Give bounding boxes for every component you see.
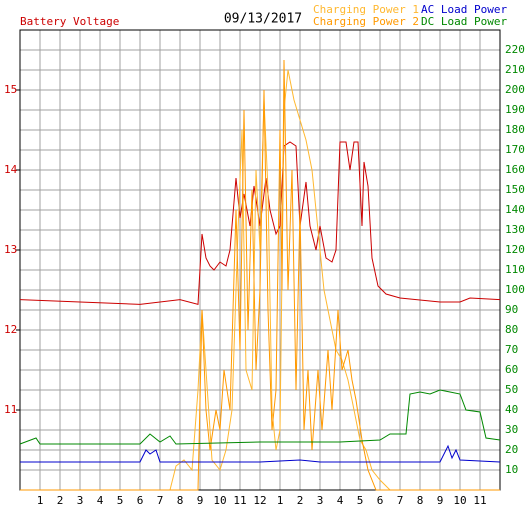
- series-line: [20, 69, 500, 491]
- x-tick-label: 9: [437, 494, 444, 507]
- y2-tick-label: 210: [505, 63, 525, 76]
- y2-tick-label: 90: [505, 303, 518, 316]
- x-tick-label: 5: [117, 494, 124, 507]
- y2-tick-label: 60: [505, 363, 518, 376]
- x-tick-label: 3: [77, 494, 84, 507]
- y-tick-label: 15: [4, 83, 17, 96]
- y2-tick-label: 190: [505, 103, 525, 116]
- series-line: [19, 141, 501, 306]
- x-tick-label: 12: [253, 494, 266, 507]
- x-tick-label: 1: [37, 494, 44, 507]
- y2-tick-label: 170: [505, 143, 525, 156]
- x-tick-label: 9: [197, 494, 204, 507]
- y2-tick-label: 220: [505, 43, 525, 56]
- x-tick-label: 6: [377, 494, 384, 507]
- x-tick-label: 5: [357, 494, 364, 507]
- x-tick-label: 10: [453, 494, 466, 507]
- x-tick-label: 7: [397, 494, 404, 507]
- series-line: [20, 444, 501, 463]
- y2-tick-label: 120: [505, 243, 525, 256]
- y2-tick-label: 160: [505, 163, 525, 176]
- x-tick-label: 4: [97, 494, 104, 507]
- y2-tick-label: 30: [505, 423, 518, 436]
- x-tick-label: 11: [233, 494, 246, 507]
- y2-tick-label: 150: [505, 183, 525, 196]
- series-line: [19, 389, 501, 445]
- y2-tick-label: 180: [505, 123, 525, 136]
- y2-tick-label: 130: [505, 223, 525, 236]
- y-tick-label: 13: [4, 243, 17, 256]
- x-tick-label: 10: [213, 494, 226, 507]
- y2-tick-label: 110: [505, 263, 525, 276]
- x-tick-label: 1: [277, 494, 284, 507]
- y-tick-label: 11: [4, 403, 17, 416]
- chart-title: 09/13/2017: [224, 12, 302, 27]
- x-tick-label: 7: [157, 494, 164, 507]
- series-line: [20, 59, 500, 491]
- y2-tick-label: 20: [505, 443, 518, 456]
- legend-label: AC Load Power: [421, 3, 507, 16]
- y2-tick-label: 50: [505, 383, 518, 396]
- x-tick-label: 8: [177, 494, 184, 507]
- x-tick-label: 4: [337, 494, 344, 507]
- x-tick-label: 2: [57, 494, 64, 507]
- x-tick-label: 2: [297, 494, 304, 507]
- y-axis-label: Battery Voltage: [20, 15, 119, 28]
- legend-label: Charging Power 1: [313, 3, 419, 16]
- y2-tick-label: 100: [505, 283, 525, 296]
- y2-tick-label: 140: [505, 203, 525, 216]
- y-tick-label: 14: [4, 163, 18, 176]
- x-tick-label: 3: [317, 494, 324, 507]
- y2-tick-label: 200: [505, 83, 525, 96]
- x-tick-label: 11: [473, 494, 486, 507]
- y2-tick-label: 70: [505, 343, 518, 356]
- x-tick-label: 6: [137, 494, 144, 507]
- x-tick-label: 8: [417, 494, 424, 507]
- legend-label: Charging Power 2: [313, 15, 419, 28]
- plot-border: [19, 29, 501, 491]
- y2-tick-label: 80: [505, 323, 518, 336]
- y2-tick-label: 10: [505, 463, 518, 476]
- y-tick-label: 12: [4, 323, 17, 336]
- legend-label: DC Load Power: [421, 15, 507, 28]
- y2-tick-label: 40: [505, 403, 518, 416]
